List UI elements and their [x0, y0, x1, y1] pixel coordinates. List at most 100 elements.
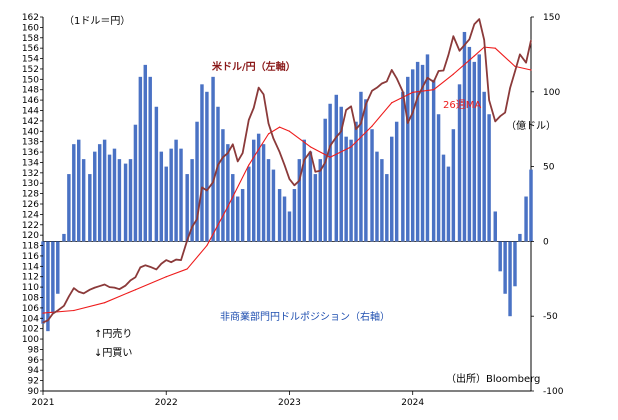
ma-line-point: [412, 91, 414, 93]
position-bar: [385, 174, 389, 242]
position-bar: [77, 139, 81, 242]
position-bar: [431, 79, 436, 242]
position-bar: [457, 84, 462, 242]
left-tick-label: 158: [22, 34, 39, 44]
position-bar: [138, 76, 143, 242]
right-tick-label: 100: [543, 88, 560, 98]
position-bar: [240, 189, 245, 242]
ma-line-point: [309, 146, 312, 148]
usdjpy-line-point: [407, 122, 409, 124]
usdjpy-line-point: [191, 226, 193, 228]
usdjpy-line-point: [47, 319, 49, 321]
ma-line-point: [134, 289, 137, 291]
position-bar: [205, 91, 209, 242]
left-tick-label: 162: [22, 13, 39, 23]
ma-line-point: [371, 125, 373, 127]
position-bar: [97, 144, 102, 242]
usdjpy-line-point: [42, 321, 44, 324]
left-tick-label: 122: [22, 221, 39, 231]
left-tick-label: 146: [22, 96, 39, 106]
left-tick-label: 94: [28, 366, 40, 376]
usdjpy-line-point: [160, 263, 162, 265]
position-bar: [477, 54, 481, 242]
position-bar: [148, 76, 152, 242]
usdjpy-line-point: [303, 159, 305, 161]
position-bar: [195, 121, 199, 242]
usdjpy-line-point: [530, 39, 532, 41]
left-tick-label: 92: [28, 377, 39, 387]
x-tick-label: 2021: [32, 398, 55, 408]
left-tick-label: 106: [22, 304, 39, 314]
ma-line-point: [433, 89, 435, 91]
usdjpy-line-point: [483, 39, 485, 41]
usdjpy-line-point: [52, 313, 54, 315]
left-tick-label: 128: [22, 190, 39, 200]
position-bar: [112, 148, 117, 242]
position-bar: [441, 154, 446, 242]
ma-line-point: [473, 55, 475, 57]
usdjpy-line-point: [196, 218, 198, 220]
ma-line-point: [186, 268, 188, 270]
usdjpy-line-point: [426, 77, 429, 79]
usdjpy-line-point: [360, 122, 362, 125]
usdjpy-line-point: [129, 279, 132, 281]
usdjpy-line-point: [447, 54, 450, 56]
position-bar: [482, 91, 486, 242]
usdjpy-series: [42, 18, 532, 324]
position-bar: [401, 91, 405, 242]
left-tick-label: 114: [22, 262, 39, 272]
left-tick-label: 98: [28, 345, 40, 355]
usdjpy-line-point: [433, 81, 435, 83]
position-bar: [51, 241, 55, 314]
usdjpy-line-point: [499, 115, 501, 117]
left-tick-label: 120: [22, 231, 39, 241]
usdjpy-line-point: [417, 96, 419, 98]
position-bar: [410, 69, 415, 242]
left-tick-label: 148: [22, 86, 39, 96]
right-tick-label: -50: [543, 312, 558, 322]
yen-position-bars: [41, 31, 533, 332]
position-bar: [524, 196, 528, 242]
position-bar: [467, 46, 472, 242]
usdjpy-line-point: [237, 160, 239, 163]
position-bar: [256, 133, 261, 242]
left-tick-label: 112: [22, 273, 39, 283]
left-tick-label: 108: [22, 294, 39, 304]
left-tick-label: 152: [22, 65, 39, 75]
position-bar: [313, 174, 318, 242]
usdjpy-line-point: [396, 77, 398, 79]
usdjpy-line-point: [186, 239, 188, 241]
position-bar: [62, 233, 66, 242]
usdjpy-line-point: [94, 287, 96, 289]
position-bar: [308, 151, 313, 242]
usdjpy-line-point: [488, 99, 490, 101]
x-tick-label: 2022: [155, 398, 178, 408]
position-bar: [302, 139, 306, 242]
usdjpy-line-point: [350, 105, 352, 107]
position-bar: [211, 76, 215, 242]
usdjpy-line-point: [463, 44, 466, 46]
left-tick-label: 102: [22, 325, 39, 335]
position-bar: [415, 61, 420, 242]
usdjpy-line-point: [279, 151, 281, 153]
usdjpy-line-point: [57, 309, 59, 312]
position-bar: [487, 114, 491, 242]
left-tick-label: 116: [22, 252, 39, 262]
usdjpy-line-point: [253, 107, 255, 109]
left-tick-label: 140: [22, 127, 39, 137]
position-bar: [339, 106, 343, 242]
position-bar: [344, 136, 348, 242]
position-bar: [287, 211, 292, 242]
ma-line-point: [104, 302, 106, 304]
usdjpy-line-point: [355, 128, 357, 130]
usdjpy-line-point: [118, 288, 121, 290]
right-tick-label: 0: [543, 237, 549, 247]
left-tick-label: 142: [22, 117, 39, 127]
usdjpy-line-point: [371, 90, 373, 92]
left-tick-label: 126: [22, 200, 39, 210]
usdjpy-line-point: [437, 70, 440, 72]
ma-line-point: [42, 312, 44, 314]
right-tick-label: 50: [543, 163, 555, 173]
usdjpy-line-point: [113, 287, 116, 289]
